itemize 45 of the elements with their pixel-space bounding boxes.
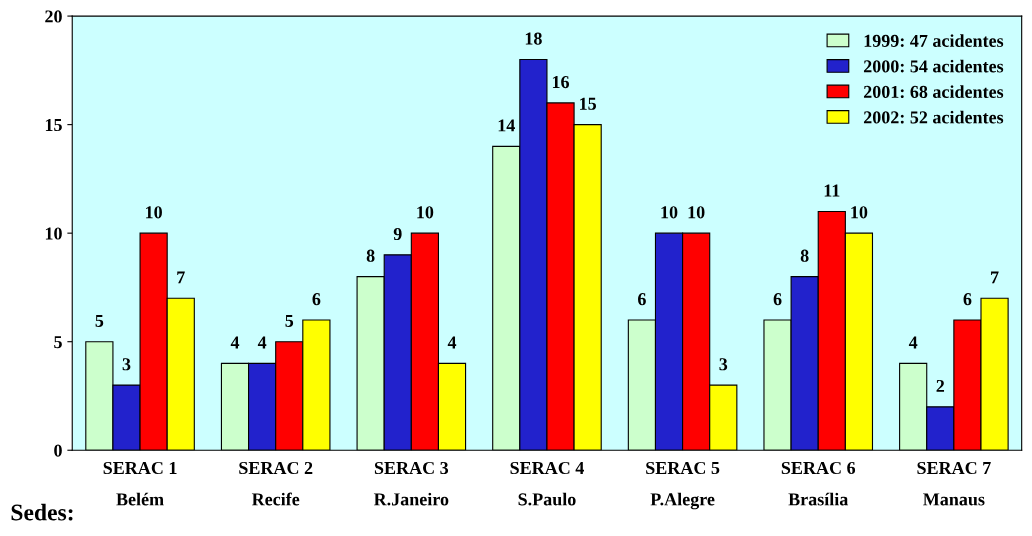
x-tick-label: SERAC 3 R.Janeiro [373,461,449,506]
data-label: 10 [851,206,868,219]
data-label: 8 [800,249,809,262]
data-label: 2 [936,379,945,392]
y-tick-label: 5 [54,336,62,349]
y-tick-label: 15 [45,118,62,132]
y-tick-label: 20 [45,10,62,23]
data-label: 10 [417,206,434,219]
legend-label: 2001: 68 acidentes [863,85,1004,99]
y-tick-label: 10 [45,227,62,240]
data-label: 16 [552,76,570,89]
data-label: 9 [393,227,402,241]
data-label: 6 [638,293,646,306]
y-tick-label: 0 [54,444,62,457]
data-label: 4 [257,336,267,349]
data-label: 7 [177,271,185,284]
x-tick-label: SERAC 7 Manaus [917,461,991,506]
data-label: 3 [719,358,728,371]
data-label: 4 [230,336,240,349]
x-tick-label: SERAC 4 S.Paulo [510,461,584,506]
data-label: 6 [312,293,321,306]
data-label: 18 [525,32,542,45]
data-label: 10 [661,206,678,219]
legend-label: 1999: 47 acidentes [864,34,1004,48]
data-label: 3 [122,358,131,371]
data-label: 6 [773,293,782,306]
x-tick-label: SERAC 5 P.Alegre [646,461,720,510]
data-label: 4 [447,336,457,349]
data-label: 4 [908,336,918,349]
data-label: 6 [963,293,972,306]
legend-label: 2000: 54 acidentes [863,59,1004,73]
data-label: 10 [688,206,705,219]
legend-label: 2002: 52 acidentes [863,110,1004,124]
data-label: 14 [498,119,515,132]
x-tick-label: SERAC 1 Belém [103,461,177,506]
x-tick-label: SERAC 6 Brasília [781,461,856,506]
data-label: 5 [285,314,294,327]
data-label: 15 [580,97,597,110]
data-label: 11 [824,184,840,197]
data-label: 7 [991,271,999,284]
x-tick-label: SERAC 2 Recife [239,461,313,506]
data-label: 8 [366,249,375,262]
data-label: 5 [95,314,104,327]
data-label: 10 [146,206,162,219]
x-axis-title: Sedes: [11,503,73,521]
